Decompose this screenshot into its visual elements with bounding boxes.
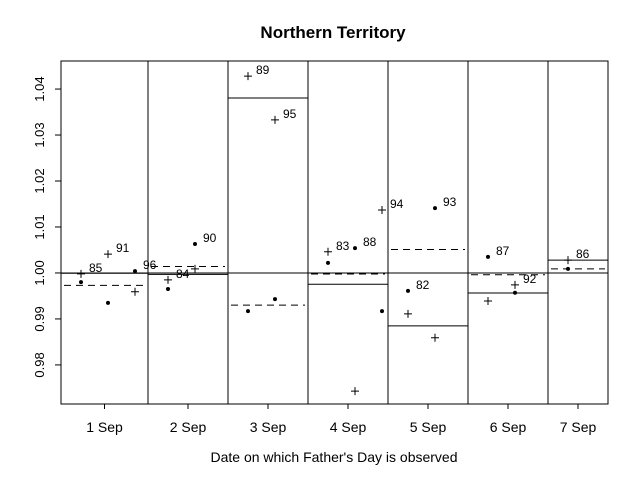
point-label: 82 [416, 278, 430, 292]
y-tick-label: 1.00 [32, 260, 47, 285]
x-tick-label: 1 Sep [86, 419, 123, 435]
dot-marker [513, 290, 517, 295]
point-label: 84 [176, 267, 190, 281]
chart-title: Northern Territory [260, 23, 406, 42]
dot-marker [79, 280, 83, 285]
plus-marker [77, 269, 85, 278]
x-tick-label: 6 Sep [490, 419, 527, 435]
point-label: 88 [363, 235, 377, 249]
x-tick-label: 5 Sep [410, 419, 447, 435]
point-label: 95 [283, 107, 297, 121]
x-tick-label: 2 Sep [170, 419, 207, 435]
y-tick-label: 1.03 [32, 122, 47, 147]
y-tick-label: 1.04 [32, 76, 47, 101]
plus-marker [104, 250, 112, 259]
dot-marker [380, 309, 384, 314]
plus-marker [378, 205, 386, 214]
y-tick-label: 1.02 [32, 168, 47, 193]
x-tick-label: 3 Sep [250, 419, 287, 435]
point-label: 87 [496, 244, 510, 258]
plot-area: 0.98 0.99 1.00 1.01 1.02 1.03 1.04 1 Sep 85 91 96 2… [32, 60, 609, 435]
plus-marker [191, 264, 199, 273]
plot-frame [60, 60, 609, 405]
dot-marker [353, 246, 357, 251]
point-label: 90 [203, 231, 217, 245]
plus-marker [324, 247, 332, 256]
plus-marker [271, 115, 279, 124]
y-tick-label: 1.01 [32, 214, 47, 239]
point-label: 86 [576, 247, 590, 261]
plus-marker [164, 275, 172, 284]
dot-marker [486, 254, 490, 259]
plus-marker [511, 280, 519, 289]
point-label: 92 [523, 272, 537, 286]
x-tick-label: 7 Sep [560, 419, 597, 435]
point-label: 89 [256, 63, 270, 77]
y-tick-label: 0.99 [32, 306, 47, 331]
plus-marker [244, 72, 252, 81]
dot-marker [406, 288, 410, 293]
plus-marker [484, 297, 492, 306]
point-label: 93 [443, 195, 457, 209]
dot-marker [326, 260, 330, 265]
dot-marker [166, 287, 170, 292]
dot-marker [273, 297, 277, 302]
point-label: 85 [89, 261, 103, 275]
dot-marker [193, 241, 197, 246]
dot-marker [106, 300, 110, 305]
dot-marker [433, 206, 437, 211]
y-tick-label: 0.98 [32, 352, 47, 377]
plus-marker [564, 256, 572, 265]
plus-marker [131, 287, 139, 296]
point-label: 96 [143, 258, 157, 272]
dot-marker [246, 309, 250, 314]
point-label: 91 [116, 241, 130, 255]
x-tick-label: 4 Sep [330, 419, 367, 435]
point-label: 83 [336, 239, 350, 253]
dot-marker [566, 266, 570, 271]
x-axis-label: Date on which Father's Day is observed [210, 449, 457, 465]
plus-marker [431, 333, 439, 342]
plus-marker [351, 387, 359, 396]
dot-marker [133, 269, 137, 274]
plus-marker [404, 309, 412, 318]
point-label: 94 [390, 197, 404, 211]
